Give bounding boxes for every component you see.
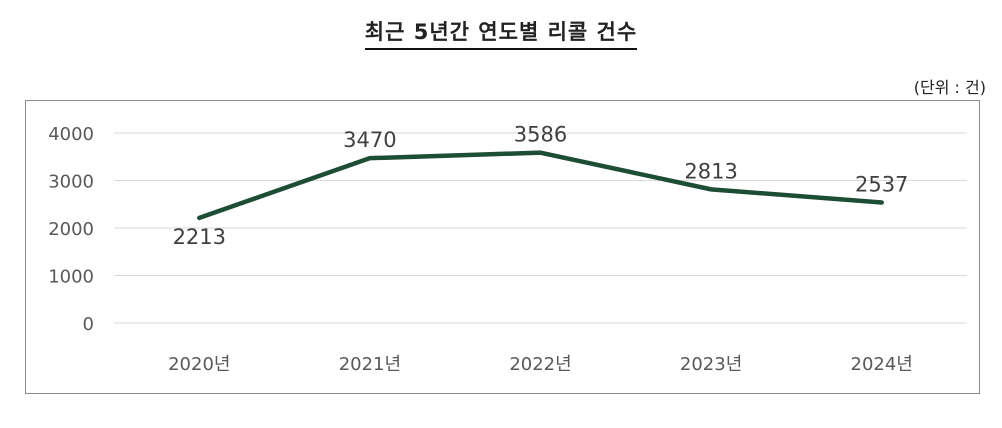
y-tick-label: 4000 — [48, 124, 94, 145]
x-axis-ticks: 2020년 2021년 2022년 2023년 2024년 — [168, 354, 913, 375]
data-label: 2213 — [173, 225, 226, 249]
series-line — [197, 150, 884, 221]
x-tick-label: 2023년 — [680, 354, 742, 375]
y-tick-label: 2000 — [48, 219, 94, 240]
x-tick-label: 2020년 — [168, 354, 230, 375]
x-tick-label: 2021년 — [339, 354, 401, 375]
gridlines — [114, 132, 967, 324]
x-tick-label: 2022년 — [509, 354, 571, 375]
y-tick-label: 3000 — [48, 172, 94, 193]
data-label: 3470 — [343, 128, 396, 152]
data-label: 2813 — [684, 159, 737, 183]
chart-title-text: 최근 5년간 연도별 리콜 건수 — [364, 16, 638, 50]
y-tick-label: 0 — [83, 314, 94, 335]
x-tick-label: 2024년 — [851, 354, 913, 375]
y-axis-ticks: 0 1000 2000 3000 4000 — [48, 124, 94, 335]
chart-title: 최근 5년간 연도별 리콜 건수 — [0, 16, 1002, 50]
y-tick-label: 1000 — [48, 267, 94, 288]
unit-label: (단위 : 건) — [913, 78, 986, 97]
data-label: 3586 — [514, 123, 567, 147]
series — [197, 150, 884, 221]
data-labels: 2213 3470 3586 2813 2537 — [173, 123, 909, 249]
data-label: 2537 — [855, 172, 908, 196]
chart-frame — [25, 100, 980, 394]
